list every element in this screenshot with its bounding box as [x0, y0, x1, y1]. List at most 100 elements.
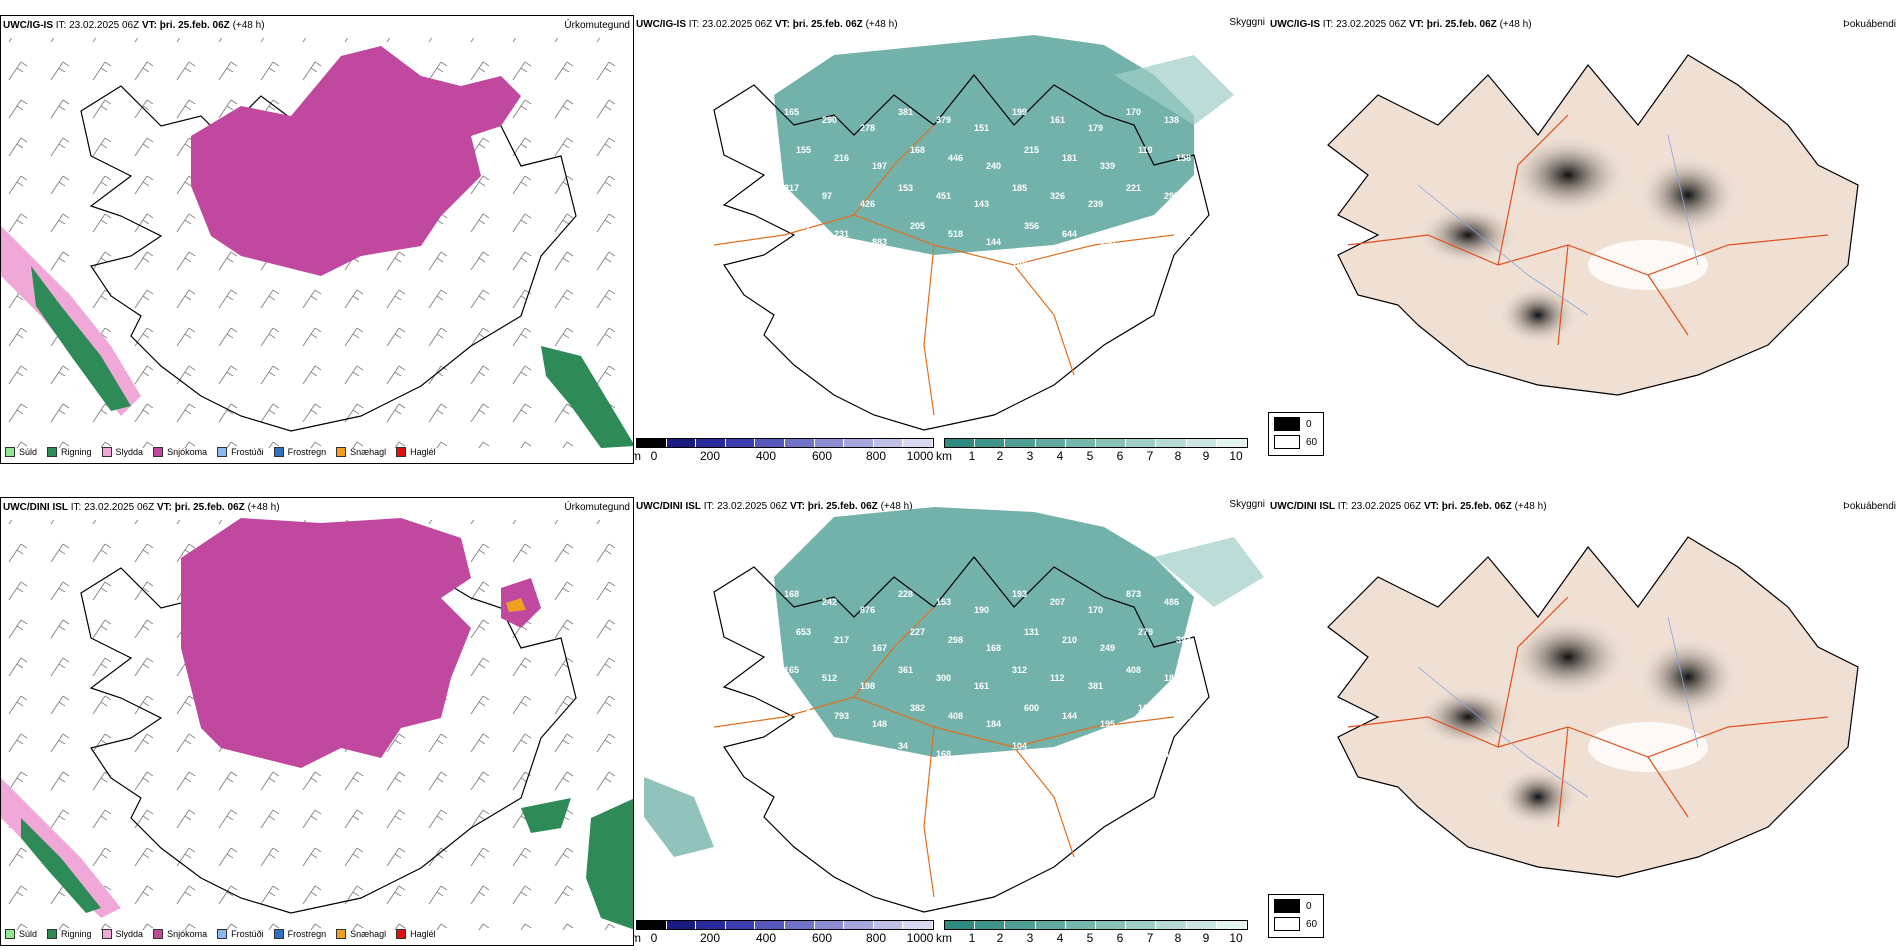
- cloud-height-label: 168: [910, 145, 925, 155]
- cloud-height-label: 104: [1012, 741, 1027, 751]
- cloud-height-label: 249: [1100, 643, 1115, 653]
- legend-swatch: [5, 447, 15, 457]
- cloud-height-label: 165: [784, 665, 799, 675]
- cloud-height-label: 361: [898, 665, 913, 675]
- cloud-height-label: 144: [986, 237, 1001, 247]
- cloud-height-label: 221: [1126, 183, 1141, 193]
- legend-swatch: [153, 929, 164, 939]
- cloud-height-label: 161: [974, 681, 989, 691]
- cloud-height-label: 217: [834, 635, 849, 645]
- panel-title: UWC/DINI ISL IT: 23.02.2025 06Z VT: þri.…: [636, 501, 913, 512]
- cloud-height-label: 210: [1062, 635, 1077, 645]
- legend-swatch: [47, 929, 58, 939]
- legend-swatch: [217, 929, 228, 939]
- cloud-height-label: 381: [1088, 681, 1103, 691]
- panel-name: Skyggni: [1229, 17, 1265, 28]
- cloud-height-label: 138: [1164, 115, 1179, 125]
- cloud-height-label: 278: [860, 123, 875, 133]
- cloud-height-label: 518: [948, 229, 963, 239]
- snow-area: [191, 46, 521, 276]
- panel-name: Úrkomutegund: [564, 502, 630, 513]
- cloud-height-label: 34: [898, 741, 908, 751]
- cloud-height-label: 239: [1088, 199, 1103, 209]
- cloud-height-label: 112: [1050, 673, 1065, 683]
- panel-title: UWC/DINI ISL IT: 23.02.2025 06Z VT: þri.…: [3, 502, 280, 513]
- cloud-height-label: 207: [1050, 597, 1065, 607]
- rain-area-east: [586, 798, 633, 930]
- cloud-height-label: 316: [974, 275, 989, 285]
- cloud-height-label: 408: [1126, 665, 1141, 675]
- cloud-height-label: 97: [822, 191, 832, 201]
- cloud-height-label: 185: [1012, 183, 1027, 193]
- panel-title: UWC/IG-IS IT: 23.02.2025 06Z VT: þri. 25…: [1270, 19, 1532, 30]
- cloud-height-label: 199: [1012, 107, 1027, 117]
- cloud-height-label: 160: [1100, 237, 1115, 247]
- cloud-height-label: 162: [1050, 267, 1065, 277]
- precip-map: [1, 38, 633, 448]
- fog-panel-top: UWC/IG-IS IT: 23.02.2025 06Z VT: þri. 25…: [1268, 15, 1900, 464]
- legend-swatch: [336, 447, 347, 457]
- panel-name: Þokuábendi: [1843, 19, 1896, 30]
- cloud-height-label: 312: [1012, 665, 1027, 675]
- cloud-height-label: 883: [872, 237, 887, 247]
- rain-area-east: [541, 346, 633, 448]
- legend-swatch: [273, 929, 284, 939]
- precip-legend: Súld Rigning Slydda Snjókoma Frostúði Fr…: [5, 929, 436, 939]
- coastline: [713, 74, 1210, 431]
- cloud-height-label: 242: [822, 597, 837, 607]
- legend-swatch: [5, 929, 15, 939]
- cloud-height-label: 161: [1050, 115, 1065, 125]
- legend-swatch: [101, 447, 112, 457]
- cloud-height-label: 231: [834, 229, 849, 239]
- cloud-height-label: 279: [1138, 627, 1153, 637]
- cloud-height-label: 873: [1126, 589, 1141, 599]
- cloud-height-label: 326: [1050, 191, 1065, 201]
- panel-name: Skyggni: [1229, 499, 1265, 510]
- cloud-height-label: 153: [898, 183, 913, 193]
- cloud-height-label: 165: [784, 107, 799, 117]
- cloud-height-label: 486: [1164, 597, 1179, 607]
- cloud-height-label: 119: [1138, 145, 1153, 155]
- cloud-height-label: 168: [784, 589, 799, 599]
- fog-legend: 0 60: [1268, 894, 1324, 938]
- cloud-height-label: 88: [1088, 757, 1098, 767]
- panel-title: UWC/DINI ISL IT: 23.02.2025 06Z VT: þri.…: [1270, 501, 1547, 512]
- cloud-height-label: 356: [1024, 221, 1039, 231]
- cloud-height-label: 512: [822, 673, 837, 683]
- land: [1327, 536, 1859, 878]
- cloud-height-label: 96: [784, 741, 794, 751]
- panel-name: Úrkomutegund: [564, 20, 630, 31]
- roads: [713, 124, 1175, 416]
- legend-swatch: [273, 447, 284, 457]
- cloud-height-label: 451: [936, 191, 951, 201]
- roads: [713, 606, 1175, 898]
- cloud-height-label: 241: [1176, 229, 1191, 239]
- cloud-height-label: 216: [834, 153, 849, 163]
- cloud-height-label: 300: [936, 673, 951, 683]
- cloud-height-label: 148: [1012, 259, 1027, 269]
- roads: [1347, 114, 1829, 346]
- cloud-height-label: 195: [860, 275, 875, 285]
- cloud-height-label: 179: [1088, 123, 1103, 133]
- cloud-height-label: 108: [1138, 703, 1153, 713]
- precip-legend: Súld Rigning Slydda Snjókoma Frostúði Fr…: [5, 447, 436, 457]
- cloud-height-label: 297: [1164, 191, 1179, 201]
- cloud-height-label: 193: [822, 749, 837, 759]
- cloud-height-label: 170: [1126, 107, 1141, 117]
- height-colorbar: m 0 200 400 600 800 1000: [634, 920, 934, 945]
- cloud-height-label: 109: [1126, 741, 1141, 751]
- fog-map: [1327, 536, 1859, 878]
- cloud-height-label: 168: [1050, 749, 1065, 759]
- cloud-height-label: 107: [1088, 275, 1103, 285]
- visibility-colorbar: km 1 2 3 4 5 6 7 8 9 10: [936, 438, 1248, 463]
- cloud-height-labels: 165 290 278 381 379 151 199 161 179 170 138 155 216 1…: [784, 107, 1191, 285]
- cloud-height-label: 197: [872, 161, 887, 171]
- cloud-height-label: 166: [974, 757, 989, 767]
- cloud-height-label: 298: [948, 635, 963, 645]
- cloud-panel-bottom: UWC/DINI ISL IT: 23.02.2025 06Z VT: þri.…: [634, 497, 1268, 946]
- cloud-height-label: 394: [1176, 635, 1191, 645]
- cloud-height-label: 190: [974, 605, 989, 615]
- fog-panel-bottom: UWC/DINI ISL IT: 23.02.2025 06Z VT: þri.…: [1268, 497, 1900, 946]
- cloud-height-label: 653: [796, 627, 811, 637]
- legend-swatch: [217, 447, 228, 457]
